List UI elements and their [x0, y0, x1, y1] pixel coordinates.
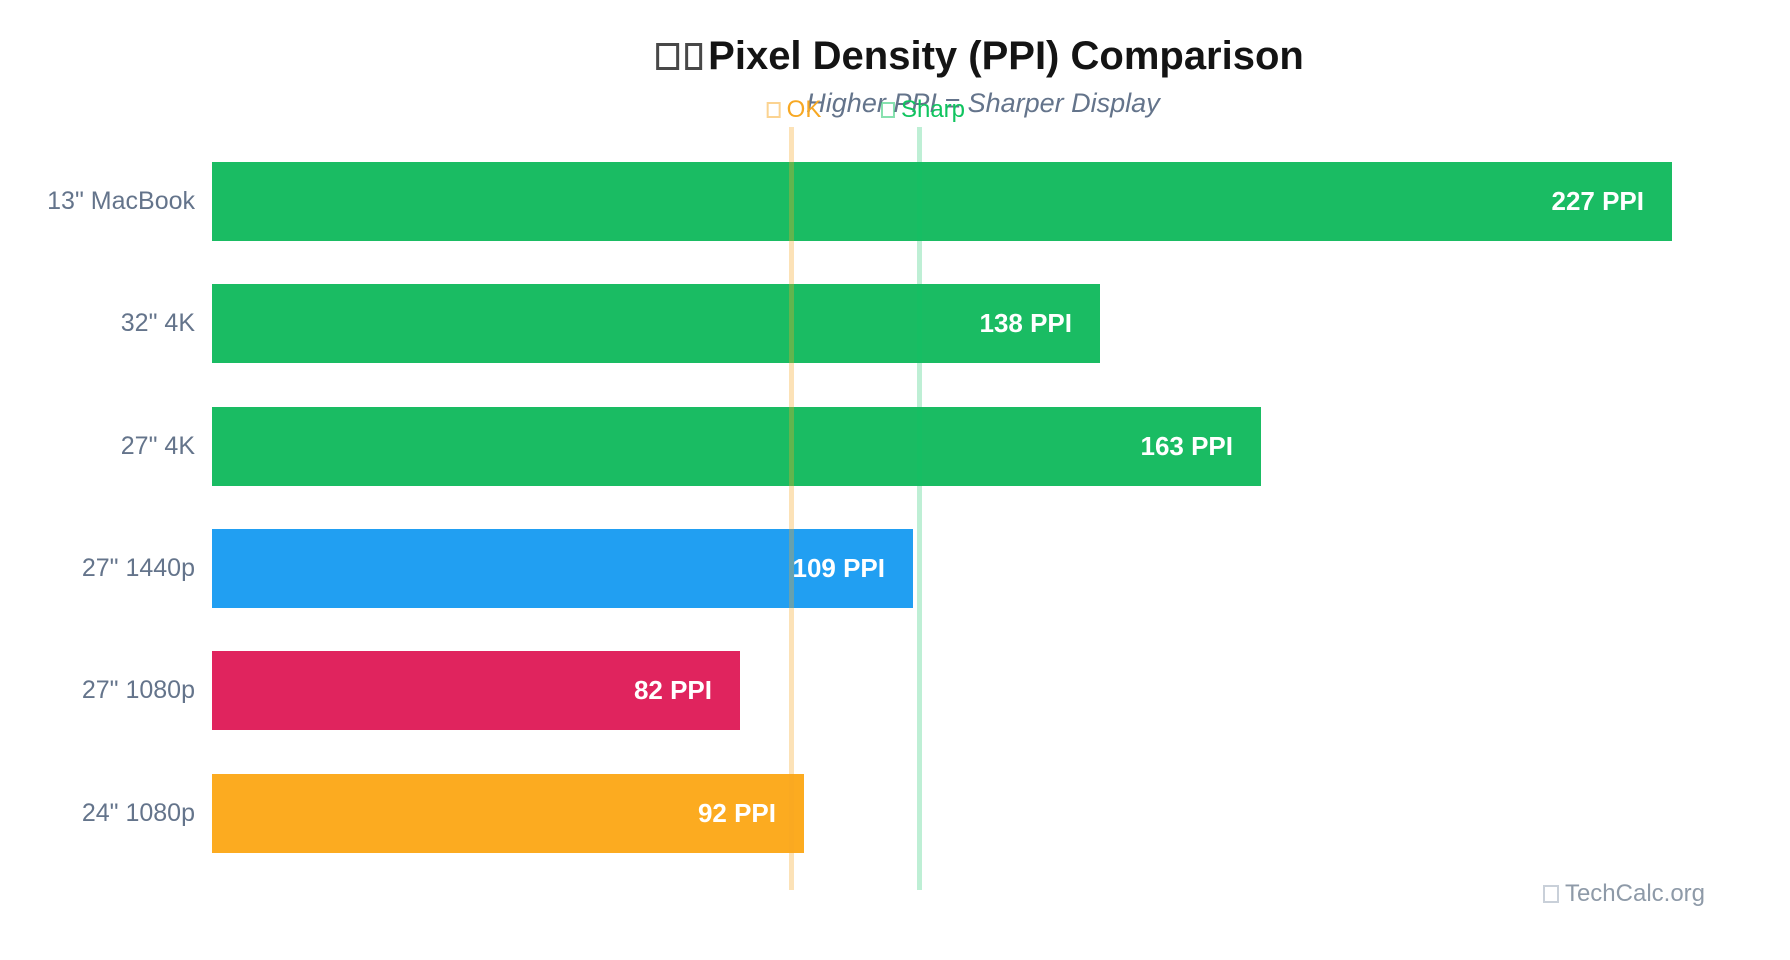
bar: 92 PPI — [212, 774, 804, 853]
category-label: 27" 1080p — [81, 676, 195, 704]
bar: 109 PPI — [212, 529, 913, 608]
bar: 227 PPI — [212, 162, 1672, 241]
chart-subtitle: Higher PPI = Sharper Display — [806, 88, 1160, 118]
threshold-emoji-missing-glyph-icon — [766, 102, 781, 118]
monitor-emoji-missing-glyph-icon — [656, 43, 680, 70]
bar-value-label: 82 PPI — [633, 675, 712, 705]
bar-value-label: 163 PPI — [1140, 431, 1233, 461]
threshold-label-text: Sharp — [900, 96, 966, 123]
ok-threshold-label: OK — [766, 96, 822, 124]
bar-value-label: 227 PPI — [1551, 186, 1644, 216]
ok-threshold-line — [789, 127, 794, 890]
bar-value-label: 109 PPI — [792, 553, 885, 583]
bar-value-label: 138 PPI — [979, 308, 1072, 338]
bar: 138 PPI — [212, 284, 1100, 363]
bar: 82 PPI — [212, 651, 740, 730]
bar: 163 PPI — [212, 407, 1261, 486]
chart-title-text: Pixel Density (PPI) Comparison — [708, 34, 1304, 78]
category-label: 27" 1440p — [81, 554, 195, 582]
category-label: 24" 1080p — [81, 799, 195, 827]
category-label: 32" 4K — [120, 309, 195, 337]
watermark-text: TechCalc.org — [1564, 880, 1705, 907]
watermark: TechCalc.org — [1542, 880, 1705, 908]
threshold-label-text: OK — [786, 96, 822, 123]
threshold-emoji-missing-glyph-icon — [880, 102, 895, 118]
category-label: 13" MacBook — [47, 187, 195, 215]
sharp-threshold-line — [917, 127, 922, 890]
emoji-variation-missing-glyph-icon — [685, 43, 703, 70]
watermark-emoji-missing-glyph-icon — [1542, 885, 1559, 903]
category-label: 27" 4K — [120, 432, 195, 460]
bar-value-label: 92 PPI — [697, 798, 776, 828]
chart-title: Pixel Density (PPI) Comparison — [656, 34, 1304, 79]
sharp-threshold-label: Sharp — [880, 96, 966, 124]
